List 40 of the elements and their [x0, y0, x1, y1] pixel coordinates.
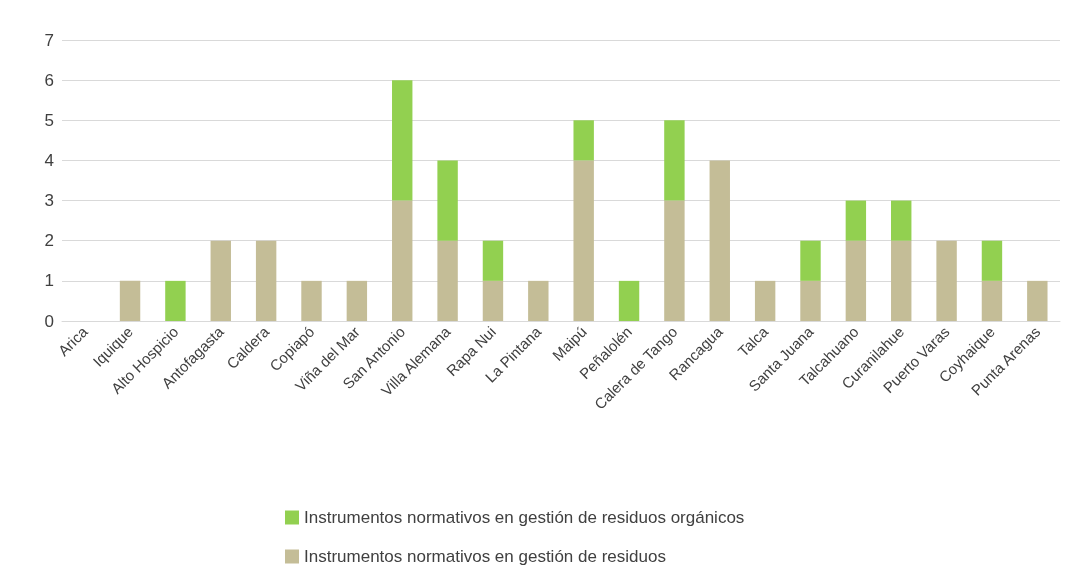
bar [437, 160, 458, 241]
bar [981, 280, 1003, 321]
y-tick-label: 7 [44, 30, 54, 50]
bar [573, 120, 594, 161]
bar [754, 280, 776, 321]
bar [845, 240, 867, 321]
y-tick-label: 3 [44, 191, 54, 211]
bar [301, 280, 322, 321]
bar [528, 280, 549, 321]
legend-label: Instrumentos normativos en gestión de residuos orgánicos [304, 508, 745, 527]
y-tick-label: 5 [44, 110, 54, 130]
y-tick-label: 0 [44, 311, 54, 331]
bar [936, 240, 957, 321]
bar [392, 200, 413, 321]
bar [891, 200, 912, 241]
bar [255, 240, 277, 321]
bar [1027, 280, 1048, 321]
bar [664, 200, 685, 321]
bar [891, 240, 912, 321]
y-tick-label: 6 [44, 70, 54, 90]
bar [437, 240, 458, 321]
y-tick-label: 1 [44, 271, 54, 291]
bar [981, 240, 1003, 281]
bar [482, 280, 504, 321]
bar [845, 200, 867, 241]
bar [346, 280, 368, 321]
legend-label: Instrumentos normativos en gestión de residuos [304, 547, 666, 566]
bar [482, 240, 504, 281]
bar [210, 240, 231, 321]
y-tick-label: 2 [44, 231, 54, 251]
bar [573, 160, 594, 321]
bar [165, 280, 186, 321]
bar [800, 240, 821, 281]
bar [709, 160, 730, 321]
bar [800, 280, 821, 321]
y-tick-label: 4 [44, 150, 54, 170]
bar [392, 80, 413, 201]
bar [618, 280, 640, 321]
bar [664, 120, 685, 201]
bar [119, 280, 141, 321]
